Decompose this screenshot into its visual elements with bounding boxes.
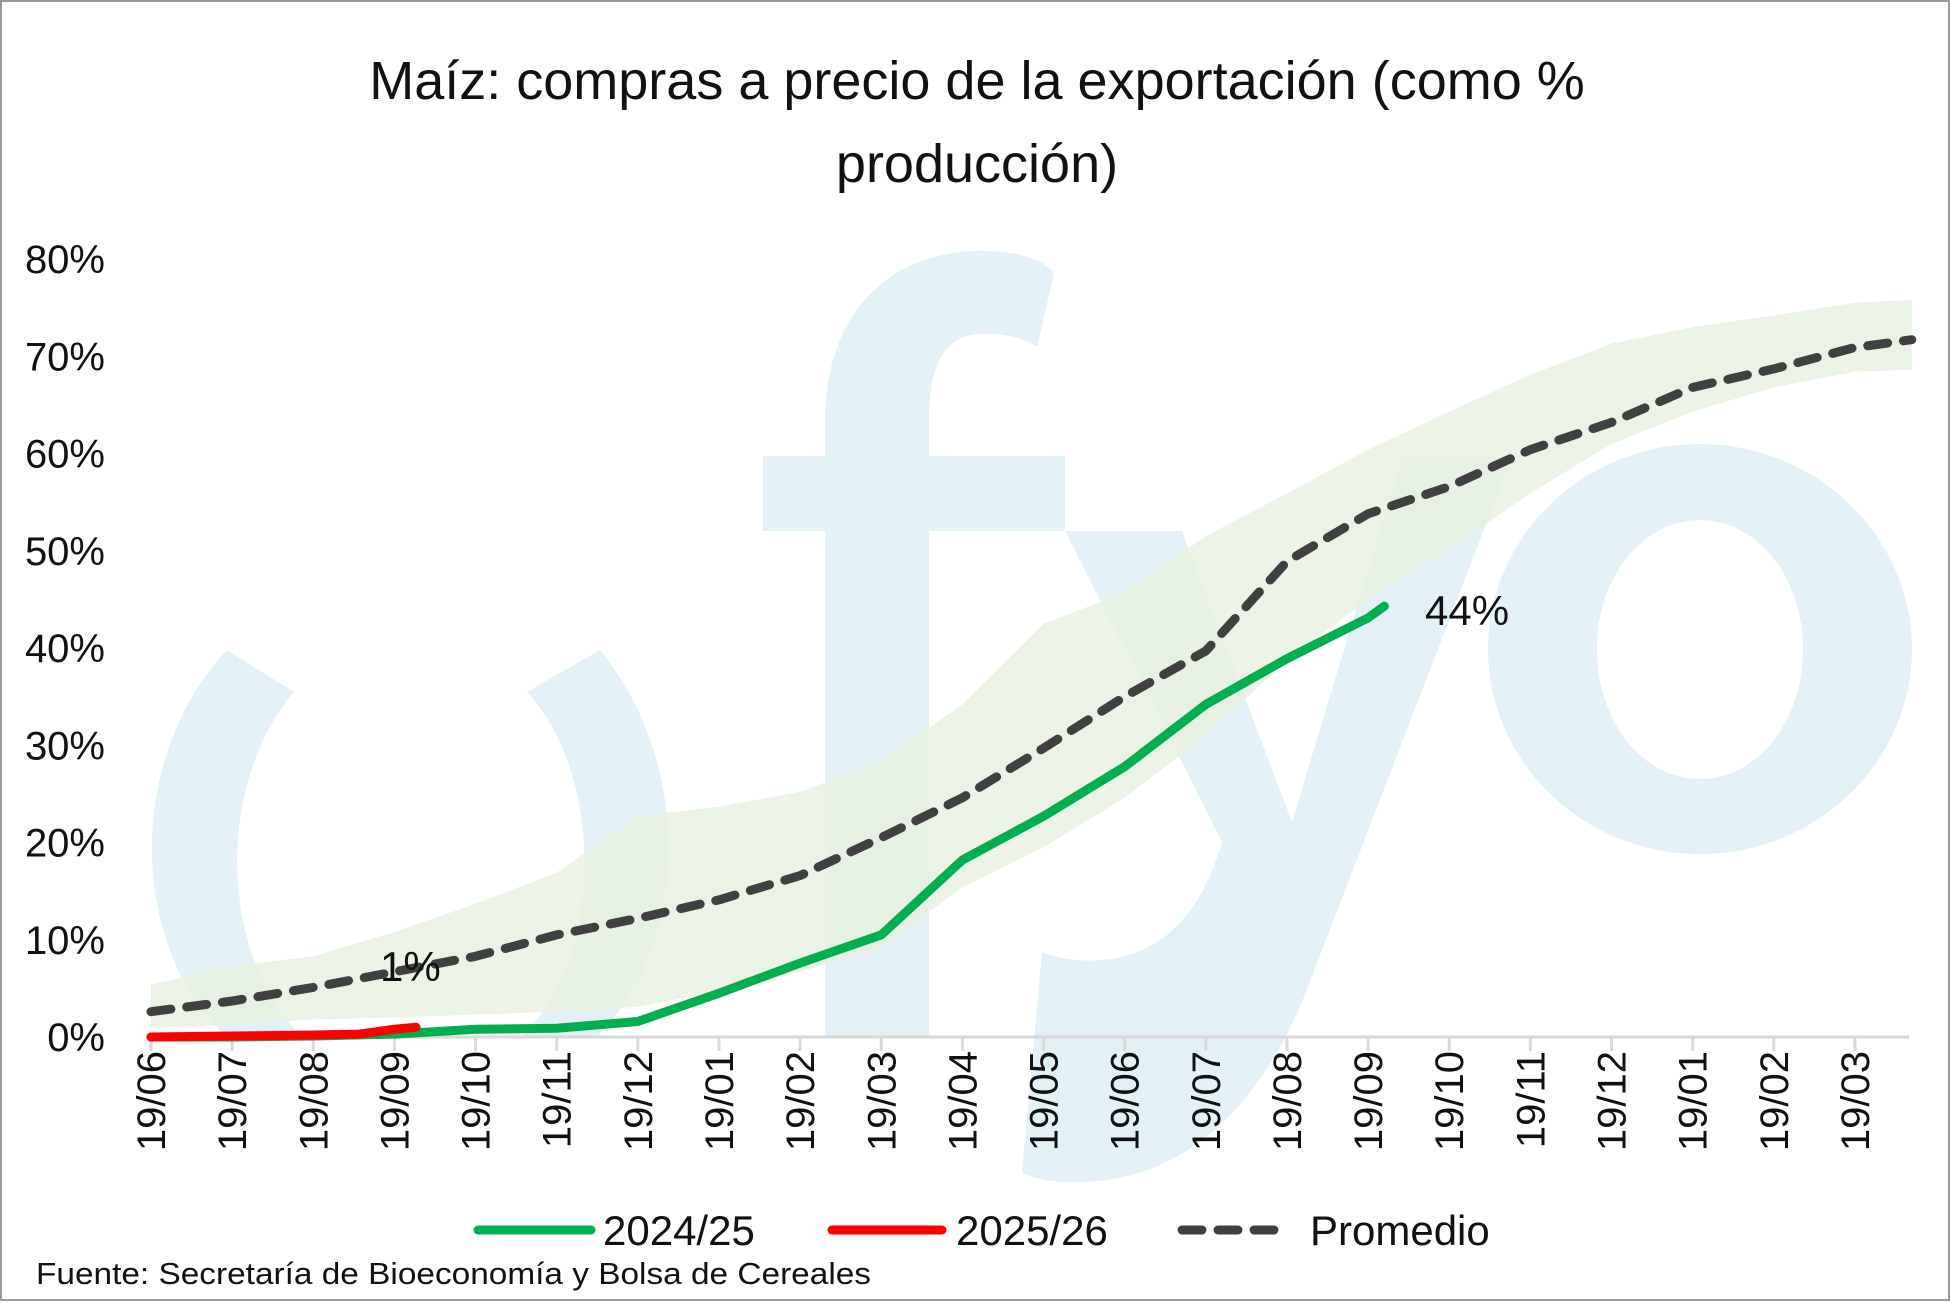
legend-label-promedio: Promedio [1310,1207,1490,1254]
legend-label-2024-25: 2024/25 [603,1207,755,1254]
y-tick-label: 50% [25,530,105,574]
x-tick-label: 19/12 [617,1051,661,1151]
series-line-2025-26 [146,1022,421,1042]
x-tick-label: 19/08 [1266,1051,1310,1151]
x-tick-label: 19/07 [211,1051,255,1151]
x-tick-label: 19/08 [292,1051,336,1151]
x-tick-label: 19/11 [1509,1051,1553,1148]
x-tick-label: 19/04 [941,1051,985,1151]
x-tick-label: 19/02 [779,1051,823,1151]
x-tick-label: 19/06 [130,1051,174,1151]
x-tick-label: 19/01 [1672,1051,1716,1151]
chart-title-line-2: producción) [836,134,1118,194]
x-tick-label: 19/05 [1023,1051,1067,1151]
y-tick-label: 0% [47,1016,105,1060]
x-tick-label: 19/03 [860,1051,904,1151]
watermark-letter-o [1488,444,1912,854]
range-band-area [151,299,1912,1029]
x-tick-label: 19/10 [455,1051,499,1151]
y-tick-label: 10% [25,919,105,963]
y-tick-label: 40% [25,627,105,671]
range-band [151,299,1912,1029]
x-axis-ticks: 19/06 19/07 19/08 19/09 19/10 19/11 19/12 19/01… [130,1037,1878,1151]
y-axis-ticks: 0% 10% 20% 30% 40% 50% 60% 70% 80% [25,238,105,1060]
x-tick-label: 19/09 [373,1051,417,1151]
x-tick-label: 19/10 [1428,1051,1472,1151]
y-tick-label: 80% [25,238,105,282]
legend: 2024/25 2025/26 Promedio [473,1207,1490,1254]
source-note: Fuente: Secretaría de Bioeconomía y Bols… [36,1256,871,1291]
chart-title-line-1: Maíz: compras a precio de la exportación… [369,51,1585,111]
x-tick-label: 19/06 [1104,1051,1148,1151]
end-label-2024-25: 44% [1425,587,1509,634]
y-tick-label: 20% [25,822,105,866]
legend-label-2025-26: 2025/26 [956,1207,1108,1254]
x-tick-label: 19/01 [698,1051,742,1151]
y-tick-label: 70% [25,335,105,379]
series-lines [146,335,1917,1042]
end-label-2025-26: 1% [380,943,441,990]
x-tick-label: 19/07 [1185,1051,1229,1151]
x-tick-label: 19/02 [1753,1051,1797,1151]
y-tick-label: 60% [25,433,105,477]
x-tick-label: 19/12 [1591,1051,1635,1151]
x-tick-label: 19/11 [536,1051,580,1148]
x-tick-label: 19/03 [1834,1051,1878,1151]
y-tick-label: 30% [25,724,105,768]
series-line-promedio [146,335,1917,1017]
watermark-left-arc [151,650,302,1037]
x-tick-label: 19/09 [1347,1051,1391,1151]
